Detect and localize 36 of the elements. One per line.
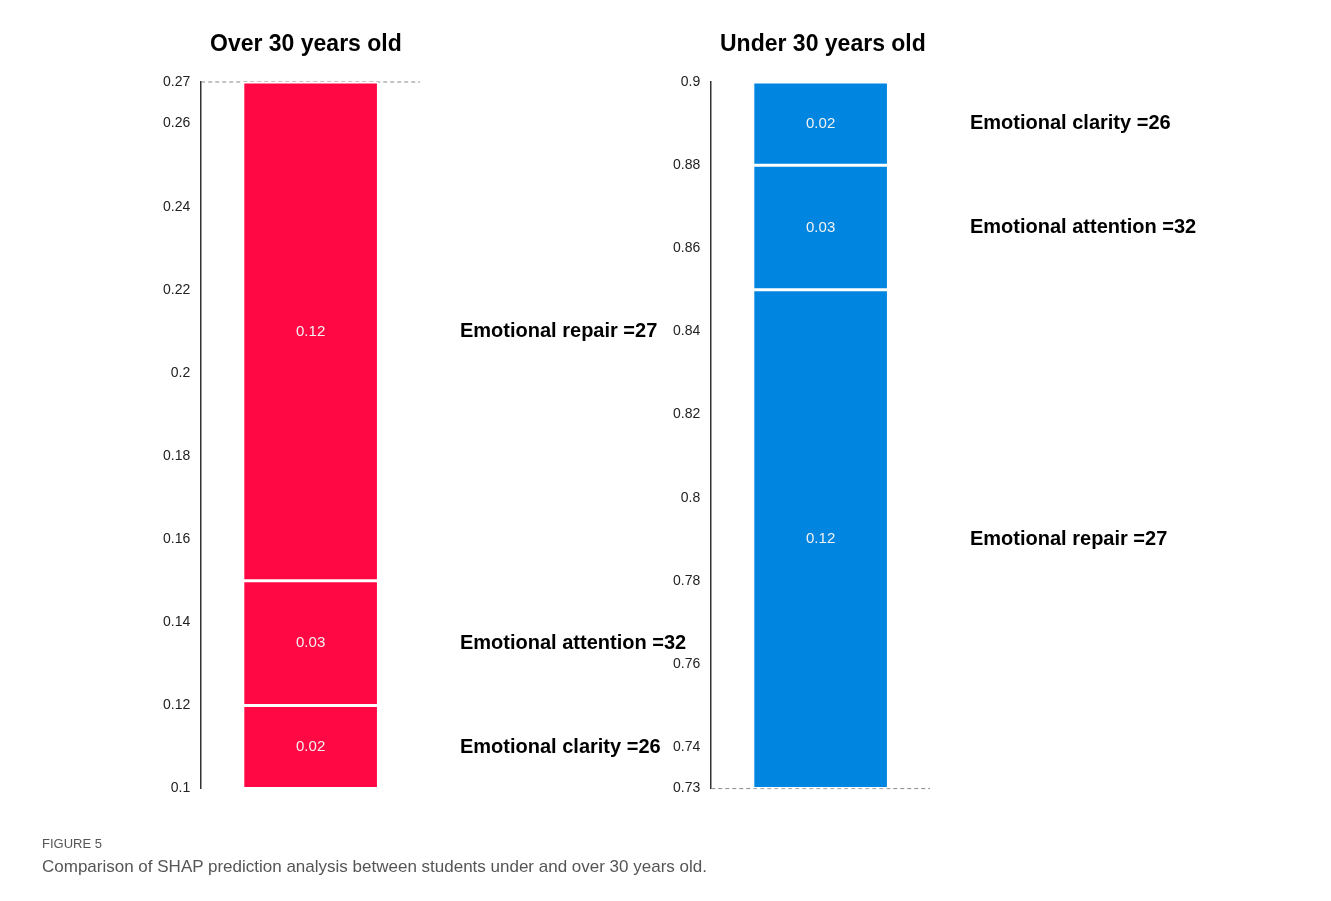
y-tick-label: 0.1 — [170, 779, 191, 796]
y-tick-label: 0.82 — [673, 405, 701, 422]
data-label: 0.03 — [296, 633, 326, 651]
chart-title: Under 30 years old — [719, 30, 927, 58]
data-label: 0.03 — [806, 217, 836, 235]
data-label: 0.02 — [806, 113, 836, 131]
y-tick-label: 0.2 — [170, 363, 191, 380]
y-tick-label: 0.26 — [163, 114, 191, 131]
text: Emotional repair =27 — [460, 318, 658, 341]
y-tick-label: 0.84 — [673, 322, 701, 339]
y-tick-label: 0.88 — [673, 155, 701, 172]
y-tick-label: 0.76 — [673, 654, 701, 671]
y-tick-label: 0.22 — [163, 280, 191, 297]
text: Comparison of SHAP prediction analysis between students under and over 30 years old. — [42, 857, 707, 877]
caption: FIGURE 5 — [42, 836, 103, 851]
data-label: 0.12 — [806, 529, 836, 547]
y-tick-label: 0.16 — [163, 530, 191, 547]
text: Emotional repair =27 — [970, 526, 1168, 549]
y-tick-label: 0.12 — [163, 696, 191, 713]
y-tick-label: 0.24 — [163, 197, 191, 214]
data-label: 0.02 — [296, 737, 326, 755]
y-tick-label: 0.27 — [163, 72, 191, 89]
y-tick-label: 0.9 — [680, 72, 701, 89]
y-tick-label: 0.73 — [673, 779, 701, 796]
text: Emotional attention =32 — [460, 630, 687, 653]
text: Emotional clarity =26 — [970, 111, 1171, 134]
y-tick-label: 0.8 — [680, 488, 701, 505]
y-tick-label: 0.74 — [673, 737, 701, 754]
text: Emotional clarity =26 — [460, 734, 661, 757]
chart-title: Over 30 years old — [209, 30, 403, 58]
y-tick-label: 0.78 — [673, 571, 701, 588]
y-tick-label: 0.14 — [163, 613, 191, 630]
y-tick-label: 0.18 — [163, 446, 191, 463]
text: Emotional attention =32 — [970, 214, 1197, 237]
y-tick-label: 0.86 — [673, 239, 701, 256]
data-label: 0.12 — [296, 321, 326, 339]
